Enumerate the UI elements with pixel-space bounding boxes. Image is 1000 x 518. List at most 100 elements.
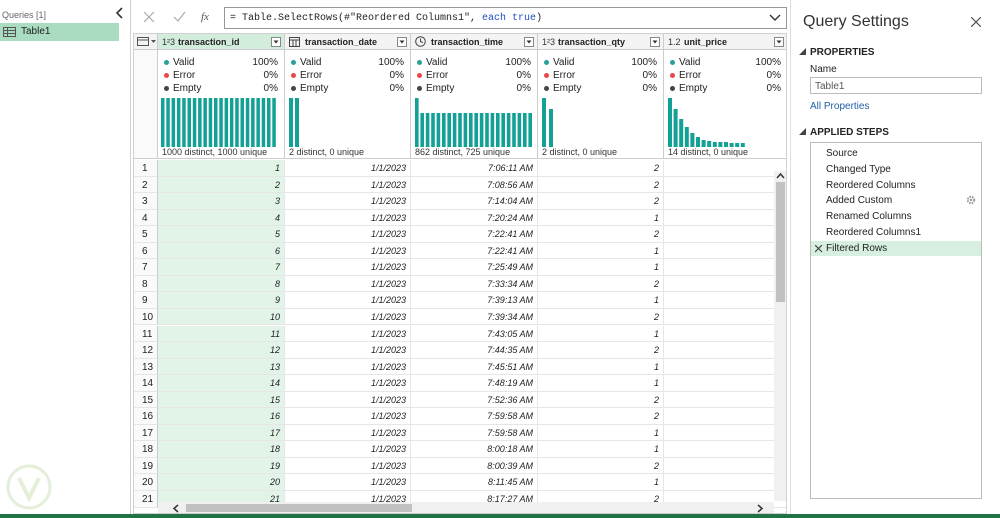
step-name: Reordered Columns	[826, 180, 916, 191]
histogram-bar	[289, 98, 293, 147]
step-name: Reordered Columns1	[826, 227, 921, 238]
cell: 1/1/2023	[285, 425, 411, 442]
row-number: 9	[134, 292, 158, 309]
cell: 1/1/2023	[285, 210, 411, 227]
close-button[interactable]	[971, 17, 981, 27]
cell	[664, 375, 787, 392]
histogram-bar	[523, 113, 527, 147]
query-settings-pane: Query Settings PROPERTIES Name Table1 Al…	[790, 0, 1000, 514]
applied-step[interactable]: Changed Type	[811, 162, 981, 177]
histogram-bar	[256, 98, 260, 147]
cell: 1/1/2023	[285, 309, 411, 326]
cell: 2	[538, 160, 664, 177]
cell: 1/1/2023	[285, 342, 411, 359]
histogram-bar	[458, 113, 462, 147]
row-number: 5	[134, 226, 158, 243]
vertical-scroll-thumb[interactable]	[776, 182, 785, 302]
cell: 1	[538, 425, 664, 442]
name-input[interactable]: Table1	[810, 77, 982, 94]
step-name: Filtered Rows	[826, 243, 887, 254]
scroll-left[interactable]	[172, 504, 181, 513]
cell: 1	[538, 292, 664, 309]
scroll-right[interactable]	[755, 504, 764, 513]
expand-formula[interactable]	[769, 14, 781, 22]
histogram-bar	[203, 98, 207, 147]
cell: 2	[538, 193, 664, 210]
histogram-bar	[674, 109, 678, 147]
query-name: Table1	[21, 26, 50, 37]
step-name: Changed Type	[826, 164, 891, 175]
cell: 7:25:49 AM	[411, 259, 538, 276]
cell	[664, 243, 787, 260]
applied-step[interactable]: Reordered Columns1	[811, 225, 981, 240]
cell: 2	[538, 226, 664, 243]
applied-step[interactable]: Added Custom	[811, 193, 981, 208]
histogram-bar	[491, 113, 495, 147]
applied-step[interactable]: Reordered Columns	[811, 178, 981, 193]
cell: 1/1/2023	[285, 243, 411, 260]
row-number: 14	[134, 375, 158, 392]
step-name: Added Custom	[826, 195, 892, 206]
cell: 1/1/2023	[285, 326, 411, 343]
cell: 7:52:36 AM	[411, 392, 538, 409]
horizontal-scroll-thumb[interactable]	[186, 504, 412, 512]
cell: 1	[538, 441, 664, 458]
cell: 2	[538, 342, 664, 359]
applied-step[interactable]: Renamed Columns	[811, 209, 981, 224]
cell	[664, 392, 787, 409]
step-settings[interactable]	[966, 195, 976, 205]
cell: 1/1/2023	[285, 276, 411, 293]
cell: 16	[158, 408, 285, 425]
histogram-bar	[469, 113, 473, 147]
cell: 2	[538, 458, 664, 475]
cell: 1/1/2023	[285, 160, 411, 177]
queries-title: Queries [1]	[2, 10, 46, 20]
cell: 6	[158, 243, 285, 260]
histogram-bar	[188, 98, 192, 147]
commit-button[interactable]	[173, 11, 186, 23]
histogram-bar	[219, 98, 223, 147]
fx-button[interactable]: fx	[201, 11, 209, 23]
cell: 4	[664, 292, 787, 309]
histogram-bar	[230, 98, 234, 147]
cell: 7:45:51 AM	[411, 359, 538, 376]
cell: 5	[158, 226, 285, 243]
histogram-bar	[496, 113, 500, 147]
histogram-bar	[464, 113, 468, 147]
cell: 10	[158, 309, 285, 326]
cell: 1/1/2023	[285, 177, 411, 194]
cell	[664, 309, 787, 326]
cell: 1	[538, 375, 664, 392]
all-properties-link[interactable]: All Properties	[810, 101, 869, 112]
applied-step[interactable]: Filtered Rows	[811, 241, 981, 256]
settings-title: Query Settings	[803, 13, 909, 31]
cell: 7	[158, 259, 285, 276]
cell	[664, 276, 787, 293]
cell: 8:00:18 AM	[411, 441, 538, 458]
applied-step[interactable]: Source	[811, 146, 981, 161]
cancel-button[interactable]	[143, 11, 155, 23]
histograms	[134, 34, 787, 159]
query-item[interactable]: Table1	[0, 23, 119, 41]
histogram-bar	[442, 113, 446, 147]
cell: 7:22:41 AM	[411, 243, 538, 260]
histogram-bar	[480, 113, 484, 147]
cell	[664, 408, 787, 425]
row-number: 21	[134, 491, 158, 508]
collapse-button[interactable]	[115, 7, 125, 19]
histogram-bar	[198, 98, 202, 147]
scroll-up[interactable]	[776, 172, 785, 181]
histogram-bar	[702, 140, 706, 147]
cell: 1/1/2023	[285, 441, 411, 458]
row-number: 10	[134, 309, 158, 326]
collapse-triangle[interactable]	[799, 48, 806, 55]
delete-step[interactable]	[815, 245, 823, 253]
histogram-bar	[166, 98, 170, 147]
histogram-bar	[512, 113, 516, 147]
histogram-bar	[707, 141, 711, 147]
cell: 1/1/2023	[285, 474, 411, 491]
cell: 4	[664, 474, 787, 491]
formula-input[interactable]: = Table.SelectRows(#"Reordered Columns1"…	[224, 7, 787, 29]
collapse-triangle[interactable]	[799, 128, 806, 135]
cell: 7:59:58 AM	[411, 408, 538, 425]
